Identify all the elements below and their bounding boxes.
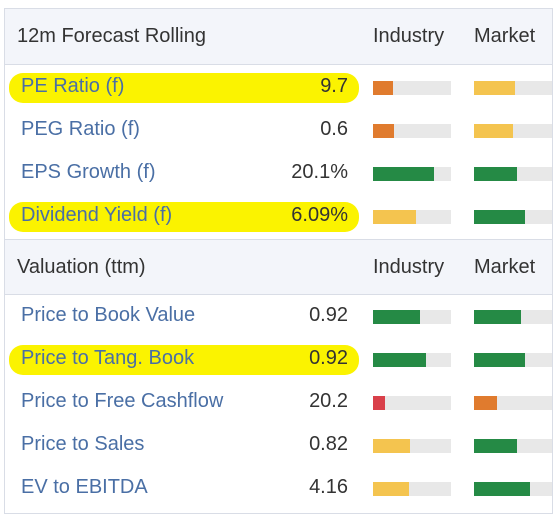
market-bar-fill	[474, 167, 517, 181]
industry-bar-fill	[373, 439, 411, 453]
market-bar-fill	[474, 353, 525, 367]
metric-link[interactable]: PEG Ratio (f)	[21, 118, 140, 140]
table-row: PEG Ratio (f) 0.6	[5, 110, 552, 153]
metric-link[interactable]: EV to EBITDA	[21, 476, 148, 498]
market-bar	[474, 310, 552, 324]
highlight-marker	[9, 345, 359, 375]
industry-bar-fill	[373, 167, 434, 181]
industry-bar-fill	[373, 353, 427, 367]
table-row: Price to Sales 0.82	[5, 425, 552, 468]
market-bar-fill	[474, 439, 517, 453]
industry-bar	[373, 482, 451, 496]
metric-value: 0.92	[309, 347, 348, 369]
market-bar	[474, 167, 552, 181]
metric-value: 0.82	[309, 433, 348, 455]
metric-value: 6.09%	[291, 204, 348, 226]
industry-bar	[373, 124, 451, 138]
market-bar	[474, 396, 552, 410]
market-bar-fill	[474, 310, 521, 324]
metric-link[interactable]: PE Ratio (f)	[21, 75, 125, 97]
table-row: EPS Growth (f) 20.1%	[5, 153, 552, 196]
table-row: Price to Tang. Book 0.92	[5, 339, 552, 382]
market-bar	[474, 439, 552, 453]
metric-link[interactable]: Price to Free Cashflow	[21, 390, 224, 412]
metric-link[interactable]: Price to Sales	[21, 433, 145, 455]
market-bar	[474, 353, 552, 367]
industry-bar	[373, 439, 451, 453]
forecast-header: 12m Forecast Rolling Industry Market	[5, 9, 552, 65]
metric-link[interactable]: EPS Growth (f)	[21, 161, 156, 183]
valuation-col-industry: Industry	[373, 255, 445, 278]
industry-bar	[373, 396, 451, 410]
market-bar-fill	[474, 81, 515, 95]
forecast-col-industry: Industry	[373, 25, 445, 47]
market-bar	[474, 482, 552, 496]
industry-bar-fill	[373, 482, 409, 496]
highlight-marker	[9, 73, 359, 103]
industry-bar	[373, 353, 451, 367]
metric-value: 0.6	[320, 118, 348, 140]
metric-value: 4.16	[309, 476, 348, 498]
table-row: PE Ratio (f) 9.7	[5, 67, 552, 110]
industry-bar	[373, 210, 451, 224]
forecast-title: 12m Forecast Rolling	[17, 25, 206, 47]
industry-bar	[373, 81, 451, 95]
market-bar-fill	[474, 482, 531, 496]
market-bar-fill	[474, 210, 525, 224]
industry-bar-fill	[373, 310, 420, 324]
table-row: Dividend Yield (f) 6.09%	[5, 196, 552, 239]
stats-panel: 12m Forecast Rolling Industry Market PE …	[4, 8, 553, 514]
market-bar	[474, 124, 552, 138]
valuation-title: Valuation (ttm)	[17, 255, 146, 278]
table-row: Price to Free Cashflow 20.2	[5, 382, 552, 425]
valuation-header: Valuation (ttm) Industry Market	[5, 239, 552, 295]
industry-bar-fill	[373, 81, 393, 95]
table-row: EV to EBITDA 4.16	[5, 468, 552, 511]
table-row: Price to Book Value 0.92	[5, 296, 552, 339]
industry-bar-fill	[373, 124, 395, 138]
market-bar	[474, 81, 552, 95]
metric-value: 20.2	[309, 390, 348, 412]
metric-link[interactable]: Price to Tang. Book	[21, 347, 195, 369]
market-bar-fill	[474, 396, 498, 410]
industry-bar	[373, 310, 451, 324]
industry-bar-fill	[373, 210, 416, 224]
forecast-col-market: Market	[474, 25, 536, 47]
highlight-marker	[9, 202, 359, 232]
market-bar-fill	[474, 124, 513, 138]
metric-value: 9.7	[320, 75, 348, 97]
market-bar	[474, 210, 552, 224]
metric-value: 20.1%	[291, 161, 348, 183]
metric-link[interactable]: Dividend Yield (f)	[21, 204, 173, 226]
industry-bar	[373, 167, 451, 181]
valuation-col-market: Market	[474, 255, 536, 278]
metric-link[interactable]: Price to Book Value	[21, 304, 196, 326]
industry-bar-fill	[373, 396, 386, 410]
metric-value: 0.92	[309, 304, 348, 326]
